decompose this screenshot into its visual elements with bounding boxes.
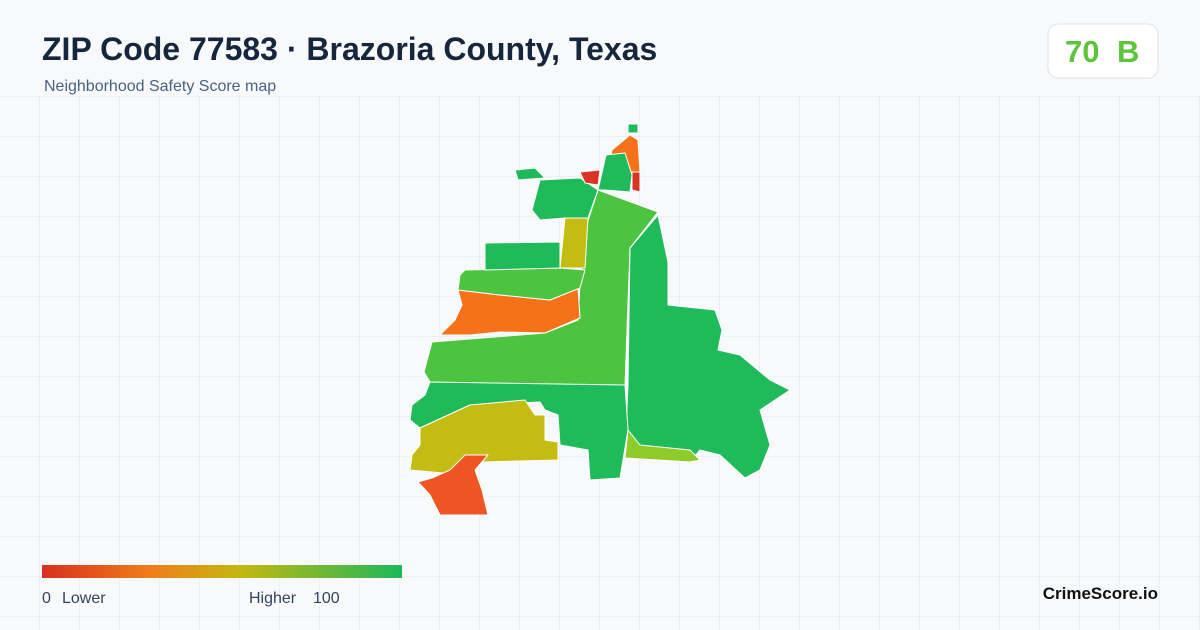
brand: CrimeScore.io bbox=[1043, 584, 1158, 603]
grade: B bbox=[1117, 34, 1139, 69]
legend-high-label: Higher bbox=[249, 590, 297, 607]
score-badge bbox=[1047, 23, 1159, 79]
legend-low-label: Lower bbox=[62, 590, 106, 607]
legend-min: 0 bbox=[42, 590, 51, 607]
legend-scale bbox=[42, 565, 402, 578]
subtitle: Neighborhood Safety Score map bbox=[44, 78, 276, 95]
legend-max: 100 bbox=[313, 590, 340, 607]
title: ZIP Code 77583 · Brazoria County, Texas bbox=[42, 31, 657, 67]
zip-map bbox=[409, 123, 791, 516]
score: 70 bbox=[1065, 34, 1099, 69]
